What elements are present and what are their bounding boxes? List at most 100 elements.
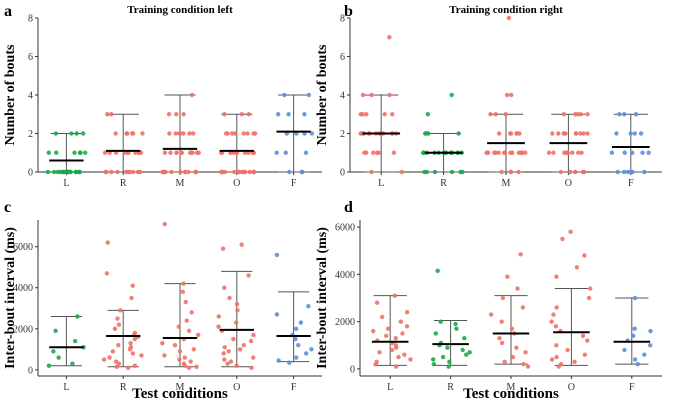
data-point [492, 150, 497, 155]
data-point [231, 336, 236, 342]
data-point [246, 273, 251, 278]
y-tick-label: 4 [28, 91, 33, 102]
data-point [302, 112, 307, 117]
data-point [128, 345, 134, 350]
data-point [115, 169, 120, 175]
data-point [449, 169, 455, 175]
data-point [139, 353, 144, 358]
data-point [508, 150, 513, 155]
data-point [582, 352, 588, 357]
y-tick-label: 2 [28, 129, 33, 140]
data-point [630, 333, 636, 339]
data-point [558, 361, 564, 367]
data-point [382, 112, 387, 117]
data-point [251, 332, 256, 338]
panel-b: 0 2 4 6 8 L R M O Fb Training condition right Numbe… [315, 3, 662, 189]
data-point [402, 352, 407, 357]
data-point [118, 308, 123, 313]
data-point [404, 309, 410, 315]
data-point [576, 150, 581, 155]
data-point [622, 112, 627, 117]
data-point [101, 357, 107, 362]
data-point [387, 92, 392, 98]
data-point [385, 326, 391, 331]
data-point [239, 169, 245, 175]
data-point [251, 355, 256, 360]
data-point [239, 112, 245, 117]
data-point [422, 169, 427, 175]
data-point [393, 335, 398, 341]
data-point [127, 169, 133, 175]
data-point [105, 240, 110, 245]
data-point [625, 169, 631, 175]
data-point [186, 328, 192, 334]
data-point [124, 131, 129, 136]
data-point [554, 354, 559, 360]
data-point [75, 314, 80, 319]
data-point [232, 131, 238, 136]
data-point [168, 150, 173, 155]
data-point [573, 112, 578, 117]
x-tick-label: L [63, 382, 69, 393]
data-point [130, 283, 135, 288]
data-point [508, 131, 513, 136]
data-point [188, 359, 193, 364]
x-tick-label: L [378, 178, 384, 189]
data-point [585, 338, 590, 343]
y-axis-title: Inter-bout interval (ms) [3, 227, 18, 369]
data-point [162, 221, 167, 227]
data-point [51, 349, 56, 354]
data-point [467, 350, 472, 355]
data-point [248, 338, 254, 344]
data-point [61, 169, 66, 175]
panel-d: 0 2000 4000 6000 L R M O Fd Inter-bout interval (… [315, 199, 662, 402]
data-point [174, 112, 179, 117]
data-point [72, 150, 77, 155]
data-point [551, 150, 556, 155]
data-point [377, 350, 382, 355]
y-tick-label: 6000 [335, 223, 355, 234]
y-axis-title: Inter-bout interval (ms) [315, 227, 330, 369]
data-point [404, 324, 410, 329]
series-L [371, 293, 413, 369]
data-point [496, 150, 501, 155]
series-R [421, 92, 465, 175]
data-point [572, 359, 577, 365]
x-tick-label: F [291, 382, 297, 393]
data-point [389, 347, 395, 353]
data-point [554, 343, 559, 348]
x-tick-label: F [628, 178, 634, 189]
y-tick-label: 4 [340, 91, 345, 102]
data-point [502, 359, 507, 365]
data-point [53, 131, 59, 136]
data-point [180, 289, 186, 295]
data-point [178, 169, 183, 175]
data-point [456, 131, 461, 136]
data-point [568, 229, 573, 235]
data-point [565, 347, 570, 353]
data-point [506, 15, 512, 21]
data-point [374, 300, 380, 305]
x-tick-label: O [568, 382, 575, 393]
data-point [189, 92, 195, 98]
data-point [558, 169, 564, 175]
data-point [166, 112, 172, 117]
data-point [642, 352, 647, 357]
data-point [635, 361, 640, 367]
data-point [460, 347, 465, 353]
x-tick-label: R [120, 382, 127, 393]
data-point [235, 169, 241, 175]
data-point [553, 324, 559, 329]
data-point [488, 112, 493, 117]
data-point [303, 351, 309, 356]
data-point [58, 169, 63, 175]
data-point [181, 361, 187, 366]
y-tick-label: 4000 [13, 283, 33, 294]
series-L [46, 314, 86, 368]
data-point [274, 150, 279, 155]
series-F [274, 92, 315, 175]
data-point [432, 169, 438, 175]
data-point [220, 246, 226, 251]
series-O [216, 242, 256, 370]
data-point [46, 150, 51, 155]
